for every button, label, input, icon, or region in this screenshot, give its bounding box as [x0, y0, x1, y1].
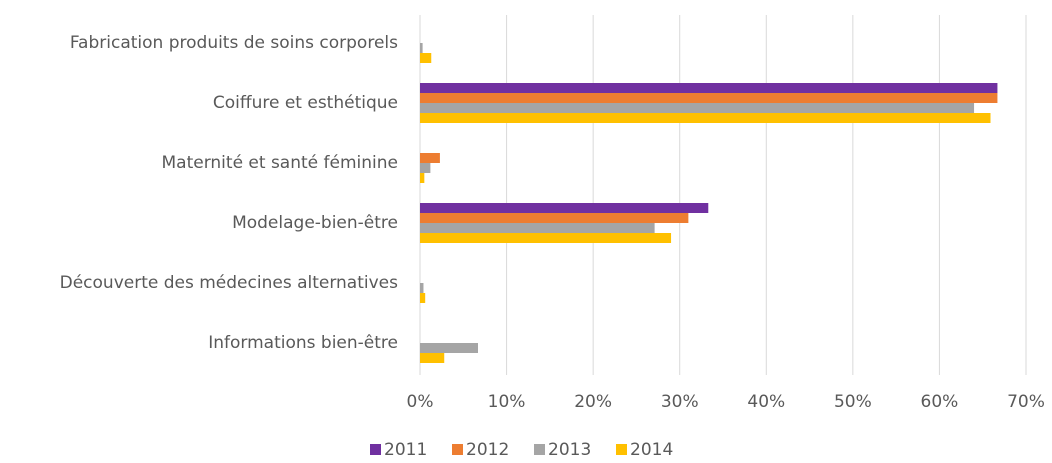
bar [420, 153, 440, 163]
legend-swatch [452, 444, 463, 455]
x-tick-label: 20% [574, 392, 612, 412]
legend-swatch [534, 444, 545, 455]
legend-label: 2013 [548, 440, 591, 460]
x-tick-label: 30% [661, 392, 699, 412]
bar [420, 283, 424, 293]
x-tick-label: 70% [1007, 392, 1045, 412]
y-tick-label: Informations bien-être [208, 333, 398, 353]
bar [420, 43, 423, 53]
legend-swatch [616, 444, 627, 455]
bar [420, 343, 479, 353]
bar [420, 163, 431, 173]
x-tick-label: 10% [488, 392, 526, 412]
legend-label: 2012 [466, 440, 509, 460]
legend-label: 2014 [630, 440, 673, 460]
y-tick-label: Fabrication produits de soins corporels [70, 33, 398, 53]
legend-swatch [370, 444, 381, 455]
bar [420, 293, 426, 303]
bar [420, 233, 672, 243]
bar [420, 103, 975, 113]
bar [420, 113, 991, 123]
bar [420, 203, 709, 213]
x-tick-label: 0% [407, 392, 434, 412]
x-tick-label: 40% [747, 392, 785, 412]
y-tick-label: Modelage-bien-être [232, 213, 398, 233]
bar [420, 353, 445, 363]
bar [420, 83, 998, 93]
x-tick-label: 50% [834, 392, 872, 412]
y-tick-label: Maternité et santé féminine [162, 153, 399, 173]
bar [420, 53, 432, 63]
y-tick-label: Découverte des médecines alternatives [60, 273, 399, 293]
bar [420, 173, 425, 183]
bar [420, 223, 655, 233]
bar [420, 213, 689, 223]
legend-label: 2011 [384, 440, 427, 460]
bar [420, 93, 998, 103]
y-tick-label: Coiffure et esthétique [213, 93, 398, 113]
x-tick-label: 60% [921, 392, 959, 412]
